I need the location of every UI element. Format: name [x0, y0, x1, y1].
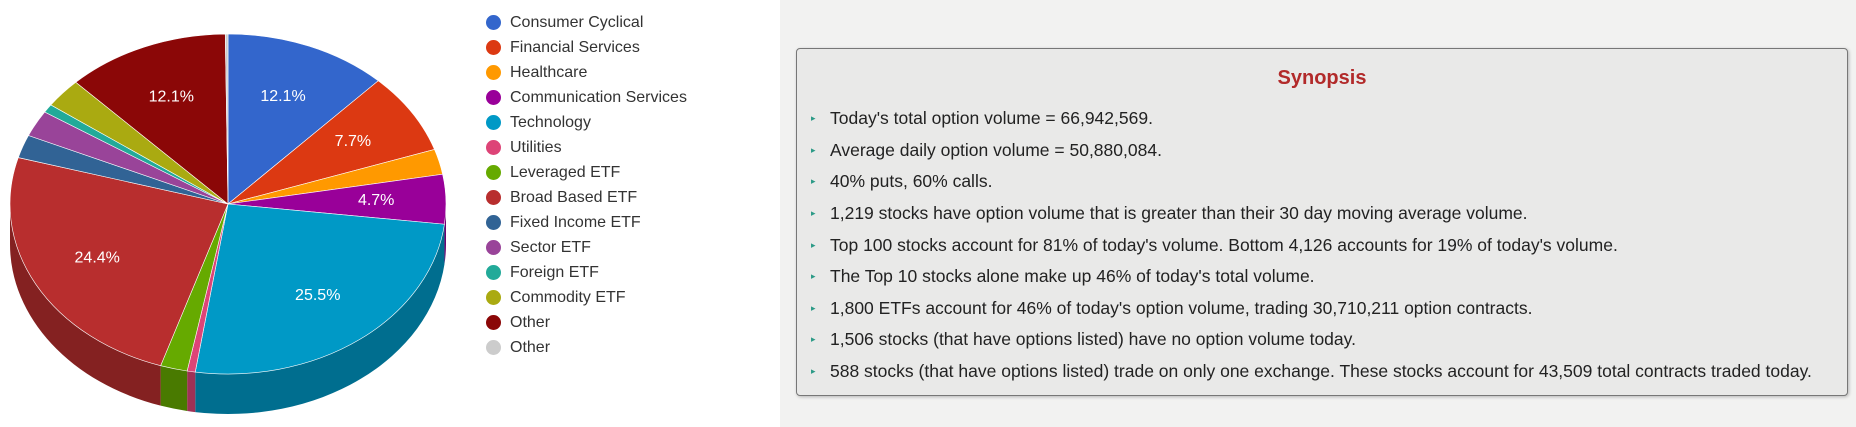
legend-swatch [486, 165, 501, 180]
synopsis-title: Synopsis [1277, 67, 1367, 89]
legend-swatch [486, 290, 501, 305]
legend-item[interactable]: Technology [486, 110, 687, 135]
legend-label: Financial Services [510, 38, 640, 56]
synopsis-item: ▸ 40% puts, 60% calls. [811, 166, 1812, 198]
legend-label: Healthcare [510, 63, 588, 81]
legend-label: Leveraged ETF [510, 163, 621, 181]
legend-item[interactable]: Sector ETF [486, 235, 687, 260]
legend-label: Technology [510, 113, 591, 131]
slice-data-label: 7.7% [335, 133, 371, 150]
synopsis-box: Synopsis ▸ Today's total option volume = … [796, 48, 1848, 396]
legend-swatch [486, 140, 501, 155]
bullet-arrow-icon: ▸ [811, 113, 816, 124]
synopsis-item-text: Top 100 stocks account for 81% of today'… [830, 234, 1618, 255]
right-panel: Synopsis ▸ Today's total option volume = … [780, 0, 1856, 427]
synopsis-item-text: 588 stocks (that have options listed) tr… [830, 361, 1812, 382]
synopsis-item-text: 1,506 stocks (that have options listed) … [830, 329, 1356, 350]
legend-label: Commodity ETF [510, 288, 626, 306]
legend-swatch [486, 240, 501, 255]
chart-panel: 12.1% 7.7% 4.7% 25.5% 24.4% 12.1% Consumer Cy… [0, 0, 780, 427]
legend-swatch [486, 190, 501, 205]
synopsis-item-text: 1,219 stocks have option volume that is … [830, 203, 1528, 224]
pie-label-group: 12.1% 7.7% 4.7% 25.5% 24.4% 12.1% [75, 88, 395, 304]
pie-slice-side [160, 365, 188, 411]
bullet-arrow-icon: ▸ [811, 239, 816, 250]
pie-slice[interactable] [227, 33, 379, 205]
legend-swatch [486, 15, 501, 30]
legend-label: Broad Based ETF [510, 188, 638, 206]
legend-swatch [486, 90, 501, 105]
synopsis-item-text: 40% puts, 60% calls. [830, 171, 993, 192]
legend-label: Utilities [510, 138, 562, 156]
legend-item[interactable]: Broad Based ETF [486, 185, 687, 210]
synopsis-item-text: Today's total option volume = 66,942,569… [830, 108, 1153, 129]
pie-side-group [10, 204, 446, 414]
pie-slice-side [444, 204, 446, 265]
legend-label: Foreign ETF [510, 263, 599, 281]
slice-data-label: 12.1% [149, 88, 194, 105]
legend-swatch [486, 65, 501, 80]
legend-item[interactable]: Foreign ETF [486, 260, 687, 285]
slice-data-label: 4.7% [358, 192, 394, 209]
synopsis-item: ▸ Average daily option volume = 50,880,08… [811, 135, 1812, 167]
synopsis-item: ▸ 1,800 ETFs account for 46% of today's o… [811, 293, 1812, 325]
pie-top-group [9, 33, 447, 375]
legend-item[interactable]: Leveraged ETF [486, 160, 687, 185]
pie-slice[interactable] [194, 203, 445, 375]
legend-item[interactable]: Healthcare [486, 60, 687, 85]
synopsis-item: ▸ Top 100 stocks account for 81% of today… [811, 229, 1812, 261]
bullet-arrow-icon: ▸ [811, 334, 816, 345]
legend-label: Sector ETF [510, 238, 591, 256]
legend-item[interactable]: Commodity ETF [486, 285, 687, 310]
legend-label: Fixed Income ETF [510, 213, 641, 231]
legend-swatch [486, 40, 501, 55]
pie-slice-side [10, 204, 161, 406]
pie-slice[interactable] [224, 33, 229, 205]
synopsis-item-text: The Top 10 stocks alone make up 46% of t… [830, 266, 1315, 287]
legend-item[interactable]: Financial Services [486, 35, 687, 60]
pie-slice-side [195, 224, 445, 414]
legend-label: Other [510, 313, 551, 331]
legend-swatch [486, 340, 501, 355]
pie-slice-side [187, 370, 196, 413]
bullet-arrow-icon: ▸ [811, 302, 816, 313]
bullet-arrow-icon: ▸ [811, 208, 816, 219]
synopsis-item: ▸ 1,219 stocks have option volume that is… [811, 198, 1812, 230]
legend-item[interactable]: Other [486, 335, 687, 360]
synopsis-item: ▸ 588 stocks (that have options listed) t… [811, 356, 1812, 388]
bullet-arrow-icon: ▸ [811, 271, 816, 282]
synopsis-item: ▸ The Top 10 stocks alone make up 46% of … [811, 261, 1812, 293]
synopsis-item-text: 1,800 ETFs account for 46% of today's op… [830, 297, 1533, 318]
legend-swatch [486, 265, 501, 280]
legend-item[interactable]: Consumer Cyclical [486, 10, 687, 35]
synopsis-list: ▸ Today's total option volume = 66,942,56… [811, 103, 1812, 387]
legend-label: Consumer Cyclical [510, 13, 644, 31]
bullet-arrow-icon: ▸ [811, 144, 816, 155]
slice-data-label: 24.4% [75, 250, 120, 267]
pie-slice[interactable] [75, 33, 229, 205]
legend-label: Communication Services [510, 88, 687, 106]
legend-item[interactable]: Other [486, 310, 687, 335]
legend-swatch [486, 115, 501, 130]
legend-label: Other [510, 338, 551, 356]
synopsis-item: ▸ 1,506 stocks (that have options listed)… [811, 324, 1812, 356]
legend-item[interactable]: Utilities [486, 135, 687, 160]
pie-chart: 12.1% 7.7% 4.7% 25.5% 24.4% 12.1% [9, 33, 447, 414]
legend-item[interactable]: Fixed Income ETF [486, 210, 687, 235]
synopsis-item: ▸ Today's total option volume = 66,942,56… [811, 103, 1812, 135]
bullet-arrow-icon: ▸ [811, 366, 816, 377]
legend-swatch [486, 315, 501, 330]
slice-data-label: 12.1% [260, 88, 305, 105]
pie-slice[interactable] [9, 157, 229, 367]
chart-legend: Consumer Cyclical Financial Services Healt… [486, 10, 687, 360]
synopsis-item-text: Average daily option volume = 50,880,084… [830, 139, 1162, 160]
legend-item[interactable]: Communication Services [486, 85, 687, 110]
legend-swatch [486, 215, 501, 230]
pie-slice[interactable] [227, 80, 435, 205]
bullet-arrow-icon: ▸ [811, 176, 816, 187]
slice-data-label: 25.5% [295, 287, 340, 304]
